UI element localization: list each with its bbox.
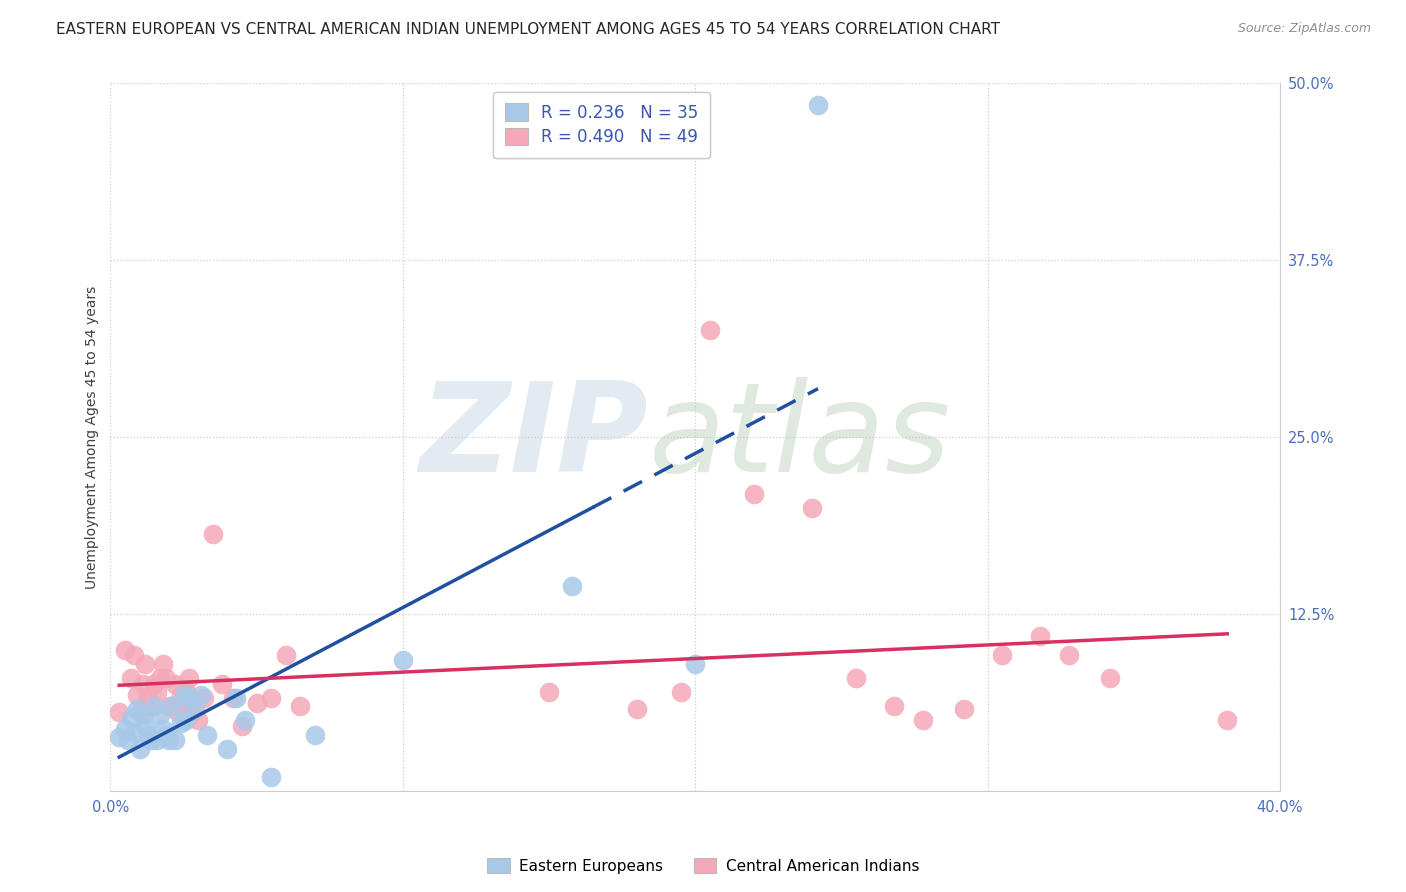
Point — [1099, 671, 1122, 685]
Point — [246, 697, 269, 711]
Point — [953, 702, 976, 716]
Text: atlas: atlas — [648, 376, 950, 498]
Point — [211, 676, 233, 690]
Point — [1216, 714, 1239, 728]
Point — [160, 699, 183, 714]
Point — [131, 707, 153, 722]
Point — [120, 671, 142, 685]
Point — [184, 702, 207, 716]
Point — [125, 702, 148, 716]
Point — [845, 671, 868, 685]
Point — [537, 685, 560, 699]
Point — [169, 688, 191, 702]
Point — [222, 690, 245, 705]
Point — [290, 699, 312, 714]
Point — [169, 716, 191, 731]
Point — [201, 526, 224, 541]
Legend: Eastern Europeans, Central American Indians: Eastern Europeans, Central American Indi… — [481, 852, 925, 880]
Point — [991, 648, 1014, 663]
Text: ZIP: ZIP — [419, 376, 648, 498]
Point — [114, 642, 136, 657]
Point — [143, 699, 166, 714]
Point — [190, 688, 212, 702]
Point — [176, 714, 198, 728]
Point — [149, 707, 172, 722]
Point — [225, 690, 247, 705]
Point — [155, 728, 177, 742]
Point — [699, 323, 721, 337]
Point — [128, 741, 150, 756]
Point — [179, 690, 201, 705]
Point — [233, 714, 256, 728]
Point — [157, 699, 180, 714]
Point — [193, 690, 215, 705]
Point — [152, 722, 174, 736]
Point — [166, 705, 188, 719]
Point — [1059, 648, 1081, 663]
Point — [117, 733, 139, 747]
Point — [1029, 628, 1052, 642]
Y-axis label: Unemployment Among Ages 45 to 54 years: Unemployment Among Ages 45 to 54 years — [86, 285, 100, 589]
Point — [163, 733, 186, 747]
Point — [669, 685, 692, 699]
Point — [231, 719, 253, 733]
Point — [181, 705, 204, 719]
Point — [125, 688, 148, 702]
Point — [912, 714, 935, 728]
Point — [217, 741, 239, 756]
Point — [176, 685, 198, 699]
Point — [122, 724, 145, 739]
Point — [155, 671, 177, 685]
Point — [138, 690, 160, 705]
Point — [179, 671, 201, 685]
Point — [742, 487, 765, 501]
Point — [141, 699, 163, 714]
Point — [274, 648, 297, 663]
Point — [807, 97, 830, 112]
Point — [134, 719, 156, 733]
Point — [114, 722, 136, 736]
Point — [128, 705, 150, 719]
Point — [134, 657, 156, 671]
Text: EASTERN EUROPEAN VS CENTRAL AMERICAN INDIAN UNEMPLOYMENT AMONG AGES 45 TO 54 YEA: EASTERN EUROPEAN VS CENTRAL AMERICAN IND… — [56, 22, 1000, 37]
Point — [163, 676, 186, 690]
Point — [120, 711, 142, 725]
Point — [146, 685, 169, 699]
Point — [141, 733, 163, 747]
Point — [883, 699, 905, 714]
Point — [683, 657, 706, 671]
Point — [260, 690, 283, 705]
Point — [173, 699, 195, 714]
Point — [143, 676, 166, 690]
Point — [801, 501, 824, 516]
Point — [122, 648, 145, 663]
Legend: R = 0.236   N = 35, R = 0.490   N = 49: R = 0.236 N = 35, R = 0.490 N = 49 — [494, 92, 710, 158]
Point — [173, 688, 195, 702]
Point — [131, 676, 153, 690]
Point — [138, 728, 160, 742]
Point — [626, 702, 648, 716]
Point — [108, 731, 131, 745]
Point — [304, 728, 326, 742]
Point — [561, 579, 583, 593]
Point — [157, 733, 180, 747]
Point — [160, 699, 183, 714]
Text: Source: ZipAtlas.com: Source: ZipAtlas.com — [1237, 22, 1371, 36]
Point — [152, 657, 174, 671]
Point — [146, 733, 169, 747]
Point — [391, 652, 413, 666]
Point — [108, 705, 131, 719]
Point — [195, 728, 218, 742]
Point — [260, 770, 283, 784]
Point — [149, 671, 172, 685]
Point — [187, 714, 209, 728]
